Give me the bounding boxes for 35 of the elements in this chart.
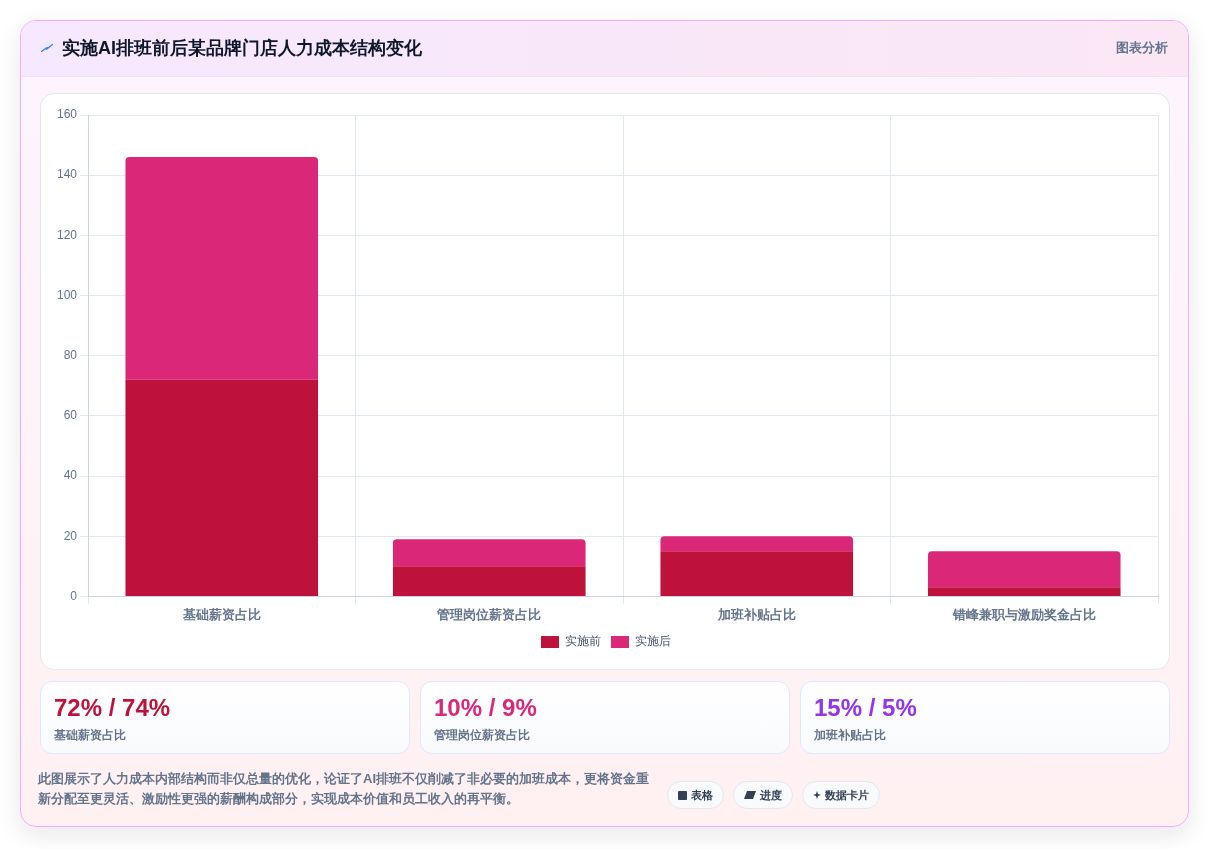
y-tick-label: 160 [56, 107, 78, 122]
x-tick-label: 基础薪资占比 [181, 606, 261, 622]
bar [927, 551, 1121, 588]
text: 数据卡片 [825, 787, 869, 803]
y-tick-label: 60 [63, 408, 78, 423]
bar [660, 551, 854, 596]
text: 图表分析 [1116, 39, 1168, 57]
text: 基础薪资占比 [54, 727, 126, 743]
bar [125, 157, 319, 380]
y-tick-label: 0 [70, 588, 78, 603]
text: 管理岗位薪资占比 [434, 727, 530, 743]
chart-title: 实施AI排班前后某品牌门店人力成本结构变化 [62, 37, 422, 60]
y-tick-label: 120 [56, 227, 78, 242]
text: 此图展示了人力成本内部结构而非仅总量的优化，论证了AI排班不仅削减了非必要的加班成本，更将资金重新分配至更灵活、激励性更强的薪酬构成部分，实现成本价值和员工收入的再平衡。 [38, 770, 650, 808]
y-tick-label: 20 [63, 528, 78, 543]
text: 进度 [760, 787, 782, 803]
text: 加班补贴占比 [814, 727, 886, 743]
legend-label: 实施前 [565, 634, 601, 649]
bar [392, 566, 586, 596]
bar [660, 536, 854, 552]
y-tick-label: 140 [56, 167, 78, 182]
legend-label: 实施后 [635, 634, 671, 649]
x-tick-label: 加班补贴占比 [716, 606, 796, 622]
bar [125, 379, 319, 596]
text: 10% / 9% [434, 694, 537, 722]
text: 15% / 5% [814, 694, 917, 722]
x-tick-label: 错峰兼职与激励奖金占比 [951, 606, 1096, 622]
y-tick-label: 100 [56, 287, 78, 302]
bar [927, 587, 1121, 596]
bar [392, 539, 586, 567]
x-tick-label: 管理岗位薪资占比 [436, 606, 542, 622]
y-tick-label: 40 [63, 468, 78, 483]
y-tick-label: 80 [63, 348, 78, 363]
text: 72% / 74% [54, 694, 171, 722]
text: 表格 [691, 787, 713, 803]
